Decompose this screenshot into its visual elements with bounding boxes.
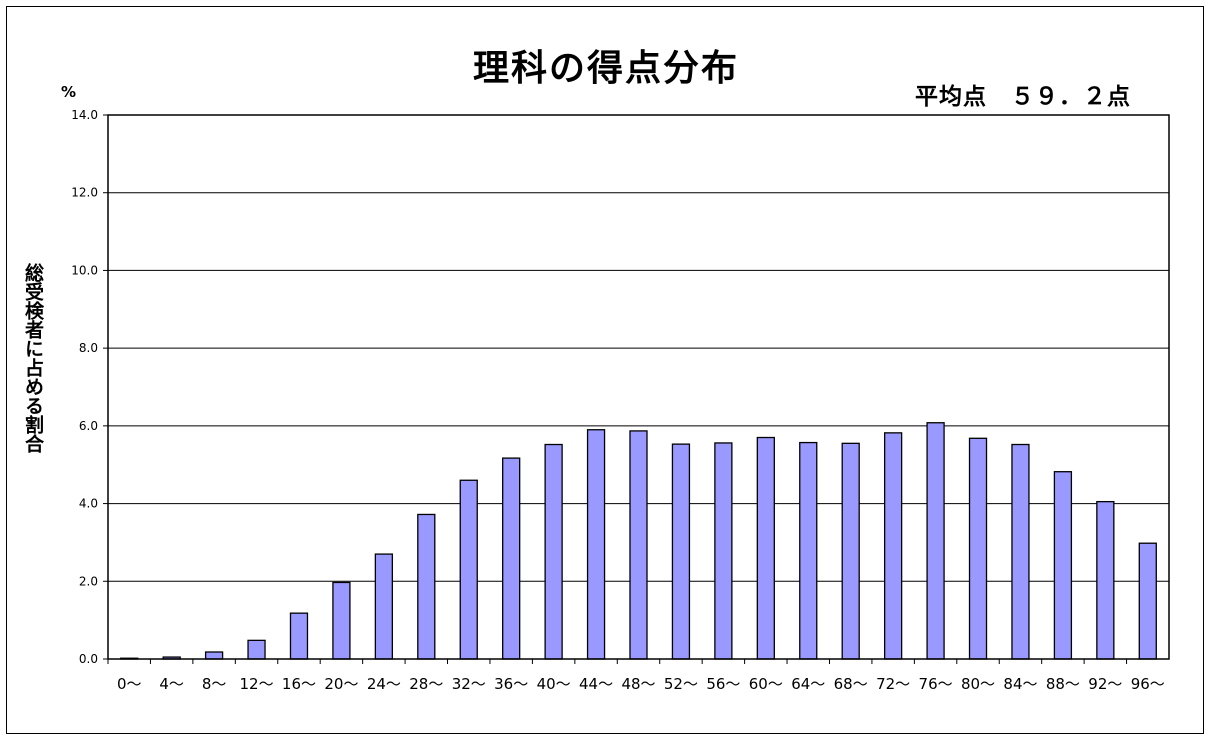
x-tick-label: 92～ [1088, 675, 1122, 693]
x-tick-label: 44～ [579, 675, 613, 693]
bar-40 [544, 443, 563, 660]
x-tick-label: 36～ [494, 675, 528, 693]
x-tick-label: 52～ [664, 675, 698, 693]
x-tick-label: 48～ [621, 675, 655, 693]
bar-52 [671, 443, 691, 660]
x-tick-label: 32～ [452, 675, 486, 693]
x-tick-labels: 0～ 4～ 8～ 12～ 16～ 20～ 24～ 28～ 32～ 36～ 40～ 44～ 48～ 52～ 5… [117, 675, 1165, 693]
y-tick-label: 2.0 [79, 574, 98, 588]
bars [120, 422, 1157, 660]
y-tick-label: 0.0 [79, 652, 98, 666]
x-tick-label: 40～ [537, 675, 571, 693]
bar-44 [586, 429, 606, 660]
bar-48 [629, 430, 648, 660]
x-tick-label: 64～ [791, 675, 825, 693]
x-tick-label: 68～ [834, 675, 868, 693]
bar-88 [1053, 471, 1073, 660]
y-axis-unit: % [61, 83, 77, 101]
bar-16 [289, 612, 309, 660]
bar-64 [799, 441, 818, 660]
bar-36 [502, 457, 521, 660]
x-tick-label: 24～ [367, 675, 401, 693]
bar-92 [1096, 500, 1115, 660]
bar-80 [968, 437, 988, 660]
x-tick-label: 16～ [282, 675, 316, 693]
bar-20 [332, 581, 351, 660]
bar-32 [459, 479, 478, 660]
bar-84 [1011, 443, 1030, 660]
x-tick-label: 4～ [159, 675, 184, 693]
x-tick-label: 96～ [1131, 675, 1165, 693]
x-tick-label: 0～ [117, 675, 142, 693]
y-axis-label: 総受検者に占める割合 [22, 263, 44, 453]
bar-76 [926, 422, 945, 660]
bar-96 [1138, 542, 1157, 660]
y-tick-label: 4.0 [79, 497, 98, 511]
bar-72 [883, 432, 903, 660]
y-tick-label: 12.0 [71, 186, 98, 200]
x-tick-label: 88～ [1046, 675, 1080, 693]
x-tick-label: 20～ [324, 675, 358, 693]
x-tick-label: 56～ [706, 675, 740, 693]
x-tick-label: 12～ [239, 675, 273, 693]
average-score-label: 平均点 ５９．２点 [915, 84, 1131, 110]
bar-68 [841, 442, 860, 660]
x-tick-label: 8～ [202, 675, 227, 693]
x-tick-label: 28～ [409, 675, 443, 693]
y-tick-label: 10.0 [71, 263, 98, 277]
bar-60 [756, 436, 775, 660]
bar-8 [204, 651, 224, 660]
chart-title: 理科の得点分布 [472, 48, 739, 89]
plot-area-border [107, 114, 1170, 660]
bar-56 [714, 442, 733, 660]
bar-28 [417, 513, 436, 660]
x-tick-label: 84～ [1003, 675, 1037, 693]
bar-24 [374, 553, 394, 660]
y-tick-label: 8.0 [79, 341, 98, 355]
x-tick-label: 60～ [749, 675, 783, 693]
y-tick-labels: 0.0 2.0 4.0 6.0 8.0 10.0 12.0 14.0 [71, 108, 98, 666]
x-tick-label: 80～ [961, 675, 995, 693]
y-tick-label: 6.0 [79, 419, 98, 433]
y-tick-label: 14.0 [71, 108, 98, 122]
bar-12 [247, 639, 266, 660]
x-tick-label: 76～ [919, 675, 953, 693]
x-tick-label: 72～ [876, 675, 910, 693]
